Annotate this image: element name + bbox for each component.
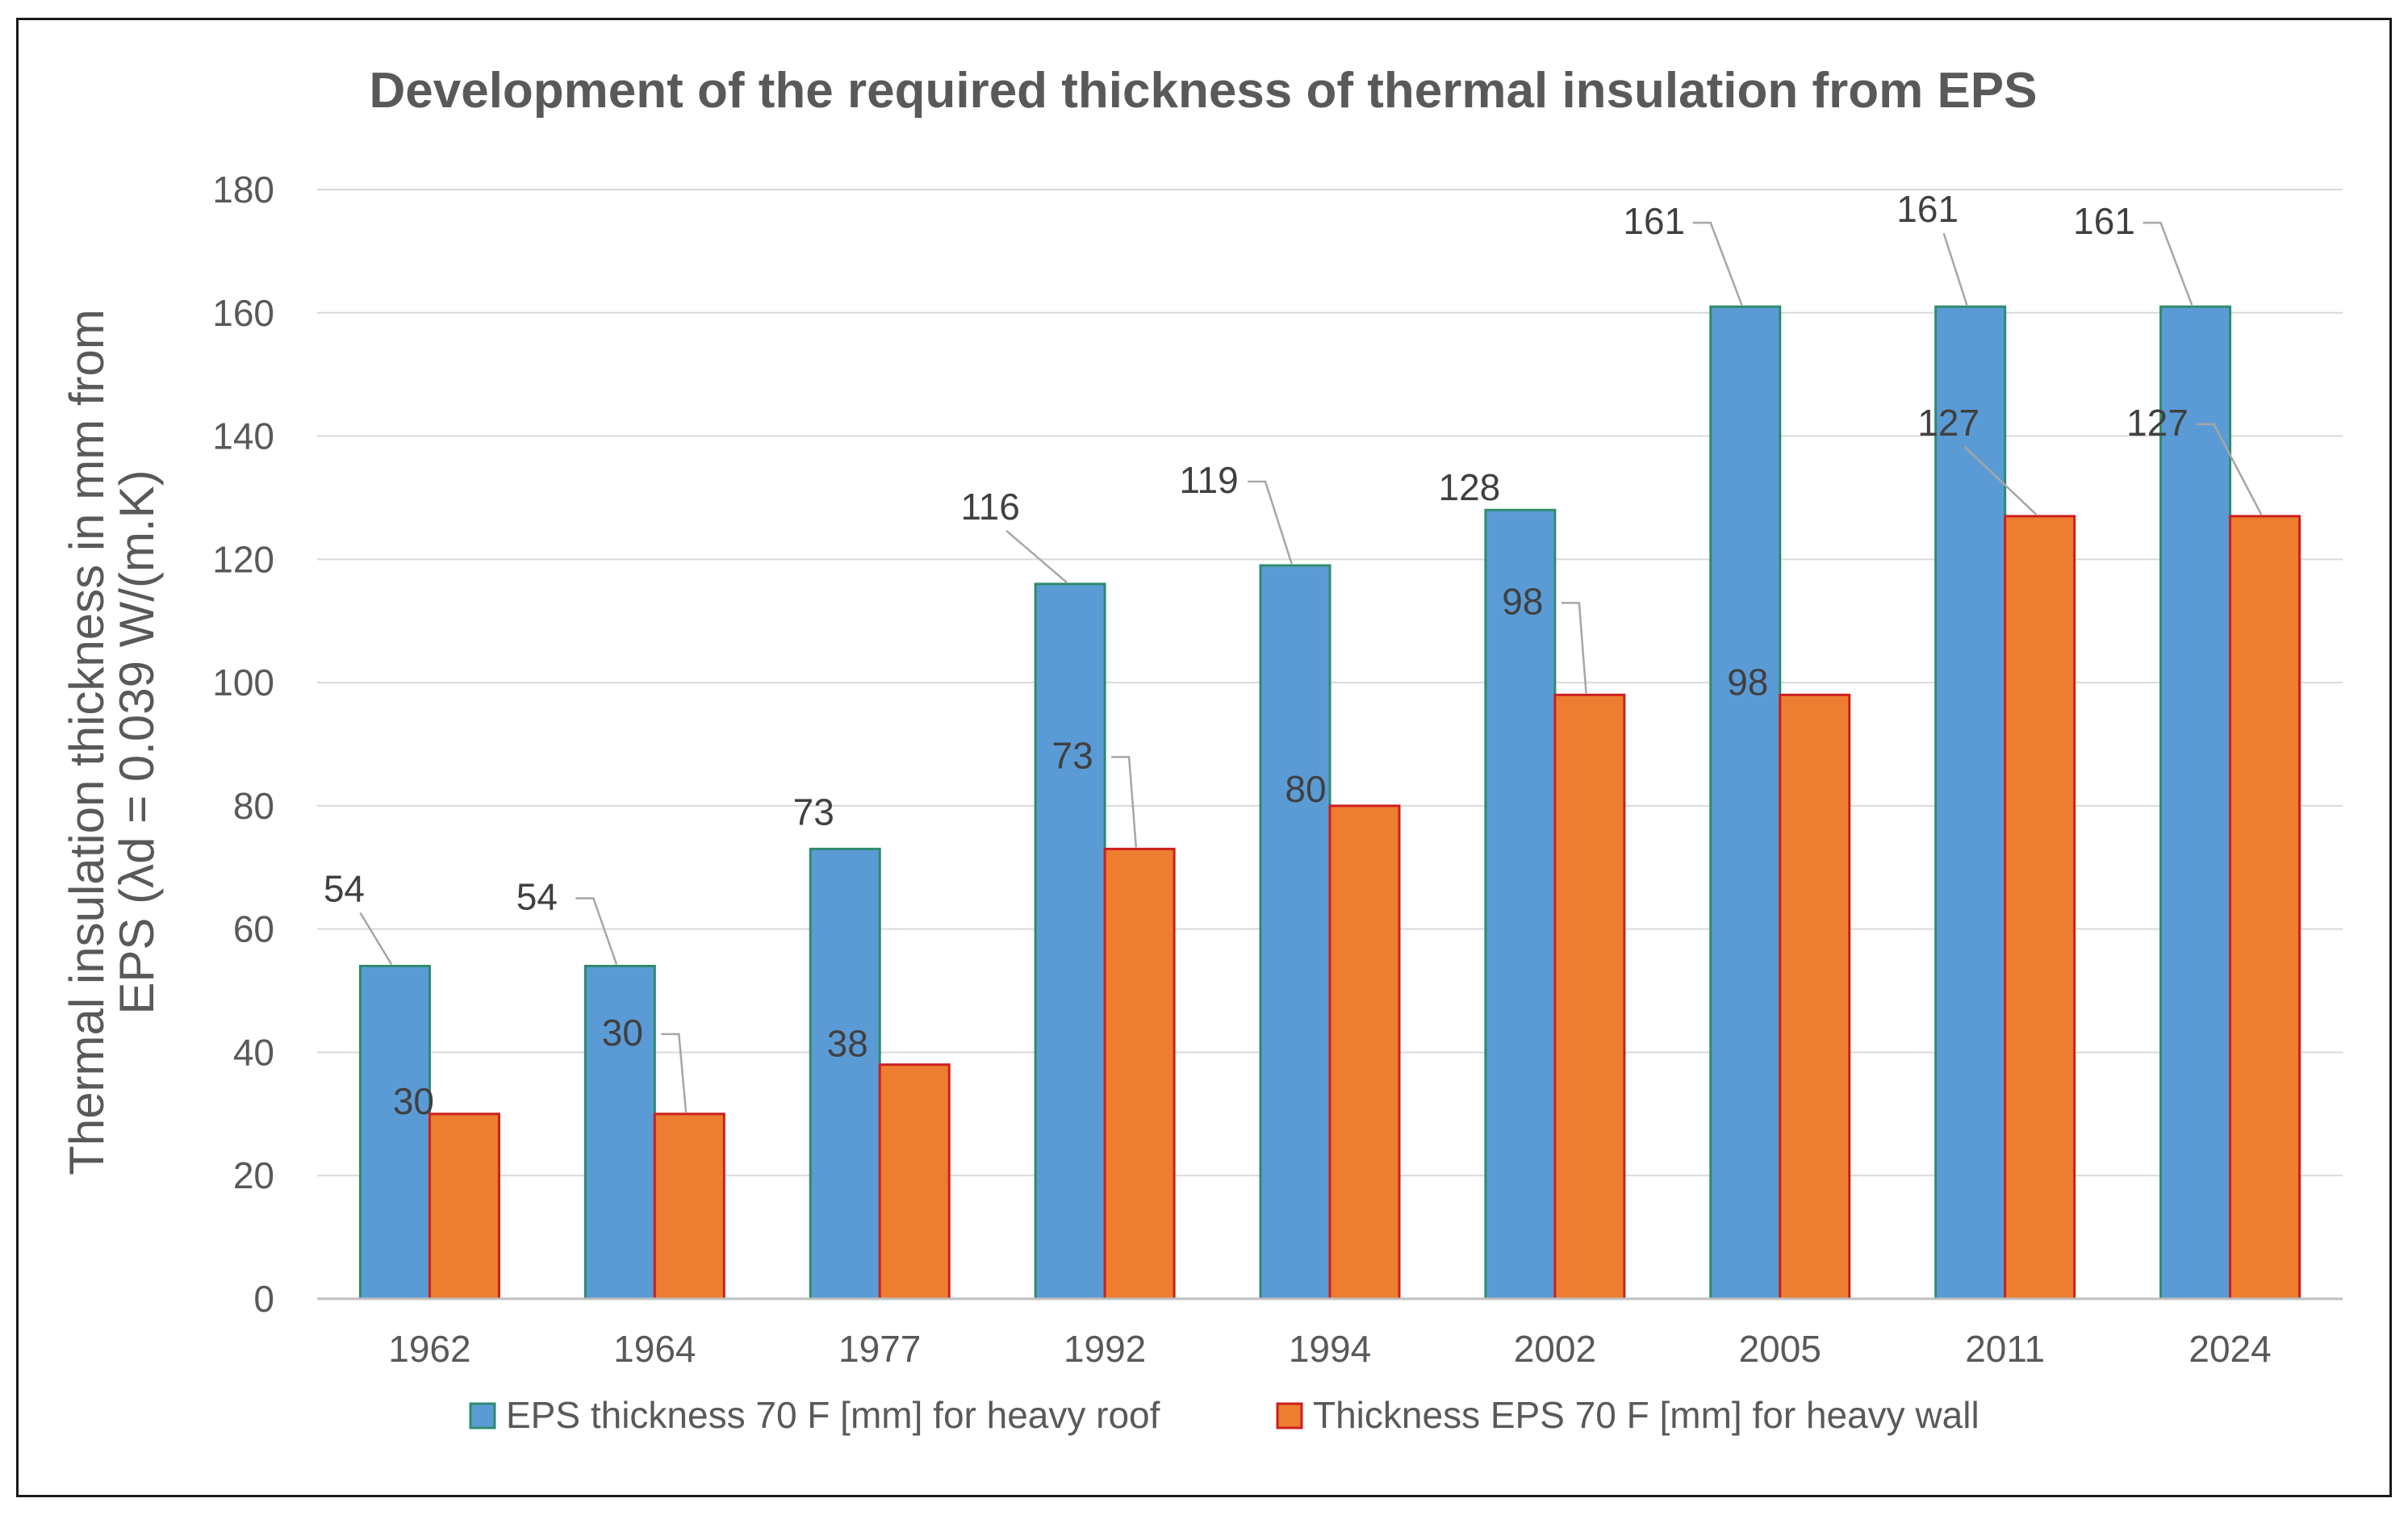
leader-line (1561, 602, 1587, 694)
x-tick-label: 2011 (1965, 1328, 2045, 1370)
x-tick-label: 2002 (1514, 1328, 1596, 1370)
y-tick-label: 60 (233, 908, 274, 950)
y-tick-label: 20 (233, 1154, 274, 1196)
x-tick-label: 2024 (2189, 1328, 2271, 1370)
data-label-wall: 80 (1285, 768, 1326, 810)
y-tick-label: 40 (233, 1031, 274, 1073)
y-axis-ticks: 0 20 40 60 80 100 120 140 160 180 (212, 169, 274, 1320)
data-label-wall: 30 (393, 1080, 434, 1122)
leader-line (1111, 756, 1138, 848)
chart-title: Development of the required thickness of… (369, 63, 2037, 119)
legend: EPS thickness 70 F [mm] for heavy roof Th… (469, 1394, 1979, 1436)
data-labels: 54 30 54 30 73 38 116 73 119 80 128 98 161 98 161 127 16… (324, 188, 2189, 1122)
y-tick-label: 80 (233, 785, 274, 827)
leader-line (2196, 423, 2263, 515)
bar-wall (653, 1112, 725, 1300)
bar-roof (1034, 582, 1106, 1300)
bar-wall (878, 1063, 951, 1300)
x-tick-label: 1977 (838, 1328, 921, 1370)
bar-roof (809, 847, 881, 1300)
bar-roof (358, 965, 431, 1300)
bar-wall (1553, 693, 1626, 1300)
x-tick-label: 1994 (1289, 1328, 1371, 1370)
leader-line (661, 1033, 688, 1112)
data-label-roof: 161 (1623, 200, 1685, 242)
leader-line (2143, 221, 2193, 306)
x-tick-label: 1962 (388, 1328, 470, 1370)
y-axis-label: Thermal insulation thickness in mm from … (60, 309, 164, 1175)
data-label-wall: 98 (1502, 580, 1543, 622)
bar-wall (428, 1112, 500, 1300)
data-label-roof: 116 (960, 486, 1019, 528)
leader-line (1963, 445, 2038, 515)
x-tick-label: 2005 (1739, 1328, 1821, 1370)
y-axis-label-line-2: EPS (λd = 0.039 W/(m.K) (110, 470, 164, 1014)
data-label-roof: 73 (793, 791, 834, 833)
leader-line (1248, 480, 1293, 565)
legend-swatch-wall (1276, 1402, 1303, 1429)
data-label-roof: 119 (1179, 459, 1238, 501)
data-label-roof: 54 (516, 876, 558, 918)
bar-roof (1484, 508, 1557, 1300)
data-label-roof: 161 (2073, 200, 2135, 242)
bar-wall (2004, 515, 2076, 1300)
data-label-roof: 128 (1439, 466, 1501, 508)
leader-line (1692, 221, 1743, 306)
data-label-wall: 127 (2126, 402, 2189, 444)
bar-wall (1328, 804, 1401, 1300)
data-label-wall: 98 (1727, 661, 1768, 703)
data-label-roof: 54 (324, 868, 365, 910)
data-label-wall: 30 (602, 1012, 643, 1054)
x-tick-label: 1992 (1064, 1328, 1146, 1370)
y-tick-label: 120 (212, 538, 274, 580)
chart-frame: Development of the required thickness of… (16, 18, 2392, 1497)
data-label-roof: 161 (1896, 188, 1959, 230)
bar-roof (1259, 564, 1332, 1300)
legend-swatch-roof (469, 1402, 496, 1429)
x-tick-label: 1964 (613, 1328, 696, 1370)
y-axis-label-line-1: Thermal insulation thickness in mm from (60, 309, 114, 1175)
y-tick-label: 100 (212, 662, 274, 703)
data-label-wall: 73 (1052, 734, 1093, 776)
bar-wall (2229, 515, 2301, 1300)
leader-line (1942, 232, 1968, 306)
bar-roof (1709, 305, 1782, 1300)
y-tick-label: 140 (212, 415, 274, 457)
bar-wall (1779, 693, 1851, 1300)
y-tick-label: 180 (212, 169, 274, 211)
bar-roof (2159, 305, 2232, 1300)
chart: Development of the required thickness of… (60, 63, 2343, 1436)
bar-roof (1934, 305, 2007, 1300)
x-axis-ticks: 1962 1964 1977 1992 1994 2002 2005 2011 2024 (388, 1328, 2271, 1370)
leader-line (1005, 529, 1068, 583)
label-leader-lines (359, 221, 2263, 1112)
legend-label-wall: Thickness EPS 70 F [mm] for heavy wall (1313, 1394, 1979, 1436)
y-tick-label: 0 (253, 1278, 274, 1320)
bars (358, 305, 2301, 1300)
data-label-wall: 38 (827, 1023, 868, 1065)
legend-label-roof: EPS thickness 70 F [mm] for heavy roof (506, 1394, 1160, 1436)
leader-line (359, 912, 393, 966)
bar-wall (1103, 847, 1176, 1300)
data-label-wall: 127 (1917, 402, 1979, 444)
leader-line (575, 897, 618, 965)
y-tick-label: 160 (212, 292, 274, 334)
